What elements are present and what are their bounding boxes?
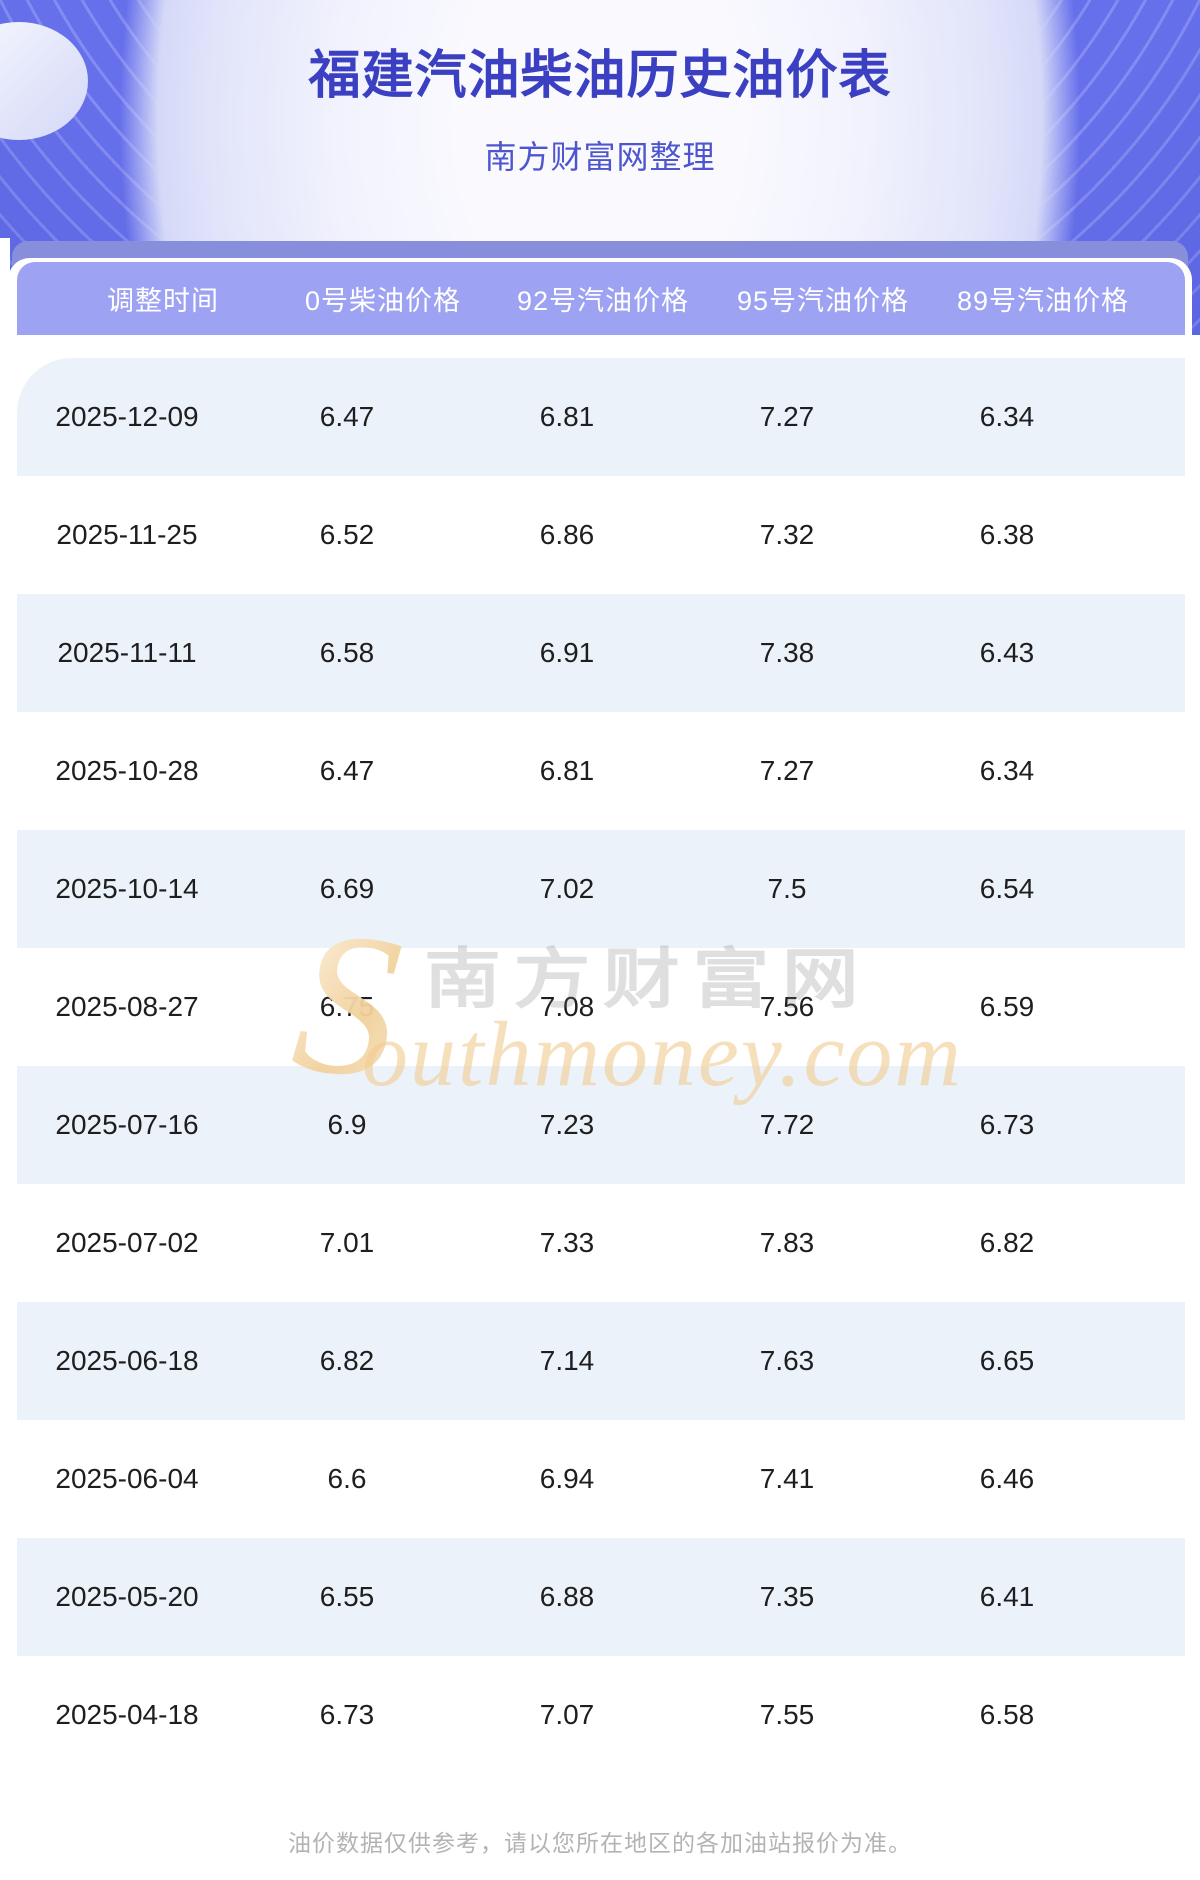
price-cell: 7.27 [759,755,815,786]
price-cell: 6.82 [319,1345,375,1376]
date-cell: 2025-07-02 [55,1227,199,1258]
price-cell: 6.34 [979,401,1035,432]
price-cell: 6.75 [319,991,375,1022]
price-cell: 6.47 [319,755,375,786]
price-cell: 6.41 [979,1581,1035,1612]
price-cell: 7.08 [539,991,595,1022]
header-banner: 福建汽油柴油历史油价表 南方财富网整理 [0,0,1200,335]
table-row: 2025-11-25 6.52 6.86 7.32 6.38 [17,476,1185,594]
price-cell: 7.5 [767,873,807,904]
page-title: 福建汽油柴油历史油价表 [308,47,892,105]
price-cell: 6.88 [539,1581,595,1612]
price-cell: 6.73 [319,1699,375,1730]
price-cell: 7.83 [759,1227,815,1258]
column-header-gasoline-89: 89号汽油价格 [956,286,1130,316]
table-row: 2025-06-04 6.6 6.94 7.41 6.46 [17,1420,1185,1538]
column-header-gasoline-95: 95号汽油价格 [736,286,910,316]
price-cell: 6.43 [979,637,1035,668]
price-cell: 7.07 [539,1699,595,1730]
date-cell: 2025-06-04 [55,1463,199,1494]
date-cell: 2025-07-16 [55,1109,199,1140]
price-cell: 7.01 [319,1227,375,1258]
price-cell: 7.41 [759,1463,815,1494]
table-header-row: 调整时间 0号柴油价格 92号汽油价格 95号汽油价格 89号汽油价格 [17,262,1185,335]
price-cell: 6.38 [979,519,1035,550]
price-cell: 7.02 [539,873,595,904]
date-cell: 2025-10-28 [55,755,199,786]
price-cell: 7.27 [759,401,815,432]
table-row: 2025-08-27 6.75 7.08 7.56 6.59 [17,948,1185,1066]
price-cell: 6.9 [327,1109,367,1140]
price-cell: 6.47 [319,401,375,432]
date-cell: 2025-12-09 [55,401,199,432]
date-cell: 2025-11-25 [56,519,198,550]
page-subtitle: 南方财富网整理 [484,139,716,175]
table-row: 2025-04-18 6.73 7.07 7.55 6.58 [17,1656,1185,1774]
price-cell: 7.63 [759,1345,815,1376]
table-row: 2025-06-18 6.82 7.14 7.63 6.65 [17,1302,1185,1420]
price-cell: 6.34 [979,755,1035,786]
date-cell: 2025-05-20 [55,1581,199,1612]
table-row: 2025-12-09 6.47 6.81 7.27 6.34 [17,358,1185,476]
price-cell: 6.6 [327,1463,367,1494]
price-cell: 6.54 [979,873,1035,904]
column-header-diesel-0: 0号柴油价格 [304,286,462,316]
price-cell: 6.65 [979,1345,1035,1376]
price-cell: 6.69 [319,873,375,904]
price-cell: 7.56 [759,991,815,1022]
price-cell: 7.55 [759,1699,815,1730]
column-header-adjust-time: 调整时间 [107,286,219,316]
table-row: 2025-10-14 6.69 7.02 7.5 6.54 [17,830,1185,948]
date-cell: 2025-06-18 [55,1345,199,1376]
table-card: 调整时间 0号柴油价格 92号汽油价格 95号汽油价格 89号汽油价格 2025… [8,258,1192,1880]
price-cell: 7.33 [539,1227,595,1258]
price-cell: 7.32 [759,519,815,550]
date-cell: 2025-11-11 [57,637,197,668]
price-cell: 6.73 [979,1109,1035,1140]
price-cell: 7.38 [759,637,815,668]
date-cell: 2025-10-14 [55,873,199,904]
column-header-gasoline-92: 92号汽油价格 [516,286,690,316]
price-cell: 6.81 [539,401,595,432]
price-cell: 6.52 [319,519,375,550]
table-row: 2025-05-20 6.55 6.88 7.35 6.41 [17,1538,1185,1656]
date-cell: 2025-04-18 [55,1699,199,1730]
price-cell: 6.86 [539,519,595,550]
price-cell: 7.23 [539,1109,595,1140]
price-cell: 6.94 [539,1463,595,1494]
price-cell: 6.59 [979,991,1035,1022]
price-cell: 6.58 [319,637,375,668]
price-cell: 6.81 [539,755,595,786]
table-row: 2025-10-28 6.47 6.81 7.27 6.34 [17,712,1185,830]
date-cell: 2025-08-27 [55,991,199,1022]
price-table-body: 2025-12-09 6.47 6.81 7.27 6.34 2025-11-2… [17,358,1185,1774]
price-cell: 7.72 [759,1109,815,1140]
banner-left-edge-patch [0,238,10,335]
price-cell: 6.58 [979,1699,1035,1730]
price-cell: 6.91 [539,637,595,668]
price-cell: 7.14 [539,1345,595,1376]
price-cell: 6.55 [319,1581,375,1612]
price-cell: 6.82 [979,1227,1035,1258]
price-cell: 7.35 [759,1581,815,1612]
price-cell: 6.46 [979,1463,1035,1494]
footer-note: 油价数据仅供参考，请以您所在地区的各加油站报价为准。 [288,1830,912,1856]
table-row: 2025-07-02 7.01 7.33 7.83 6.82 [17,1184,1185,1302]
table-row: 2025-11-11 6.58 6.91 7.38 6.43 [17,594,1185,712]
table-row: 2025-07-16 6.9 7.23 7.72 6.73 [17,1066,1185,1184]
